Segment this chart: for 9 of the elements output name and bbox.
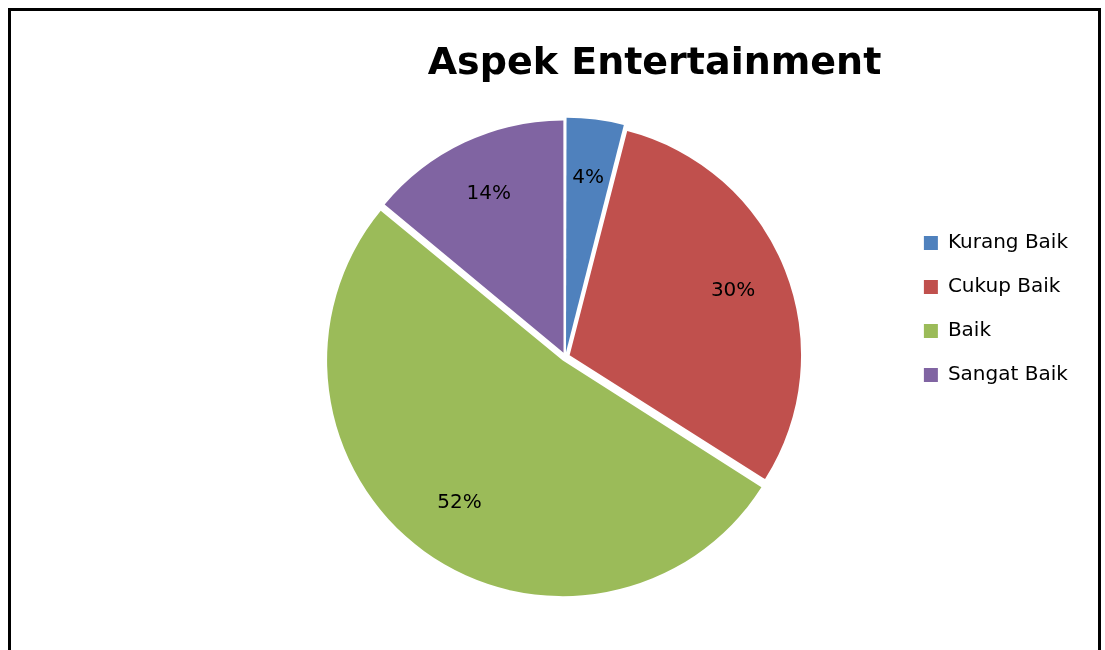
data-label: 4%	[572, 164, 604, 189]
data-label: 14%	[466, 179, 511, 204]
data-label: 30%	[710, 276, 756, 301]
legend-label: Baik	[947, 317, 992, 342]
data-label: 52%	[437, 488, 482, 513]
chart-title: Aspek Entertainment	[427, 38, 882, 83]
legend-label: Cukup Baik	[947, 273, 1061, 298]
legend-label: Kurang Baik	[947, 229, 1069, 254]
legend-label: Sangat Baik	[947, 361, 1069, 386]
